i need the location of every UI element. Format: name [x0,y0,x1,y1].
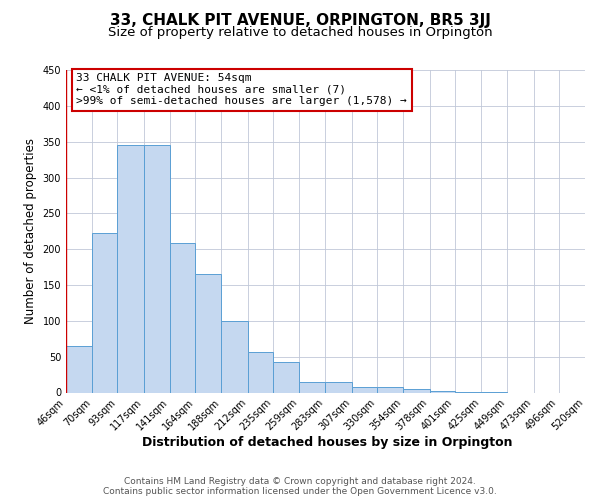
Bar [144,145,170,392]
Bar [273,362,299,392]
Text: 33 CHALK PIT AVENUE: 54sqm
← <1% of detached houses are smaller (7)
>99% of semi: 33 CHALK PIT AVENUE: 54sqm ← <1% of deta… [76,73,407,106]
Text: Contains HM Land Registry data © Crown copyright and database right 2024.: Contains HM Land Registry data © Crown c… [124,476,476,486]
Bar [325,382,352,392]
Bar [248,352,273,393]
Text: 33, CHALK PIT AVENUE, ORPINGTON, BR5 3JJ: 33, CHALK PIT AVENUE, ORPINGTON, BR5 3JJ [110,12,490,28]
Bar [118,145,144,392]
Bar [170,244,195,392]
Bar [195,274,221,392]
Bar [92,234,118,392]
Text: Contains public sector information licensed under the Open Government Licence v3: Contains public sector information licen… [103,486,497,496]
Bar [377,388,403,392]
Bar [403,389,430,392]
Bar [352,387,377,392]
Text: Distribution of detached houses by size in Orpington: Distribution of detached houses by size … [142,436,512,449]
Bar [66,346,92,393]
Bar [430,391,455,392]
Y-axis label: Number of detached properties: Number of detached properties [24,138,37,324]
Bar [299,382,325,392]
Text: Size of property relative to detached houses in Orpington: Size of property relative to detached ho… [107,26,493,39]
Bar [221,321,248,392]
Bar [585,391,600,392]
